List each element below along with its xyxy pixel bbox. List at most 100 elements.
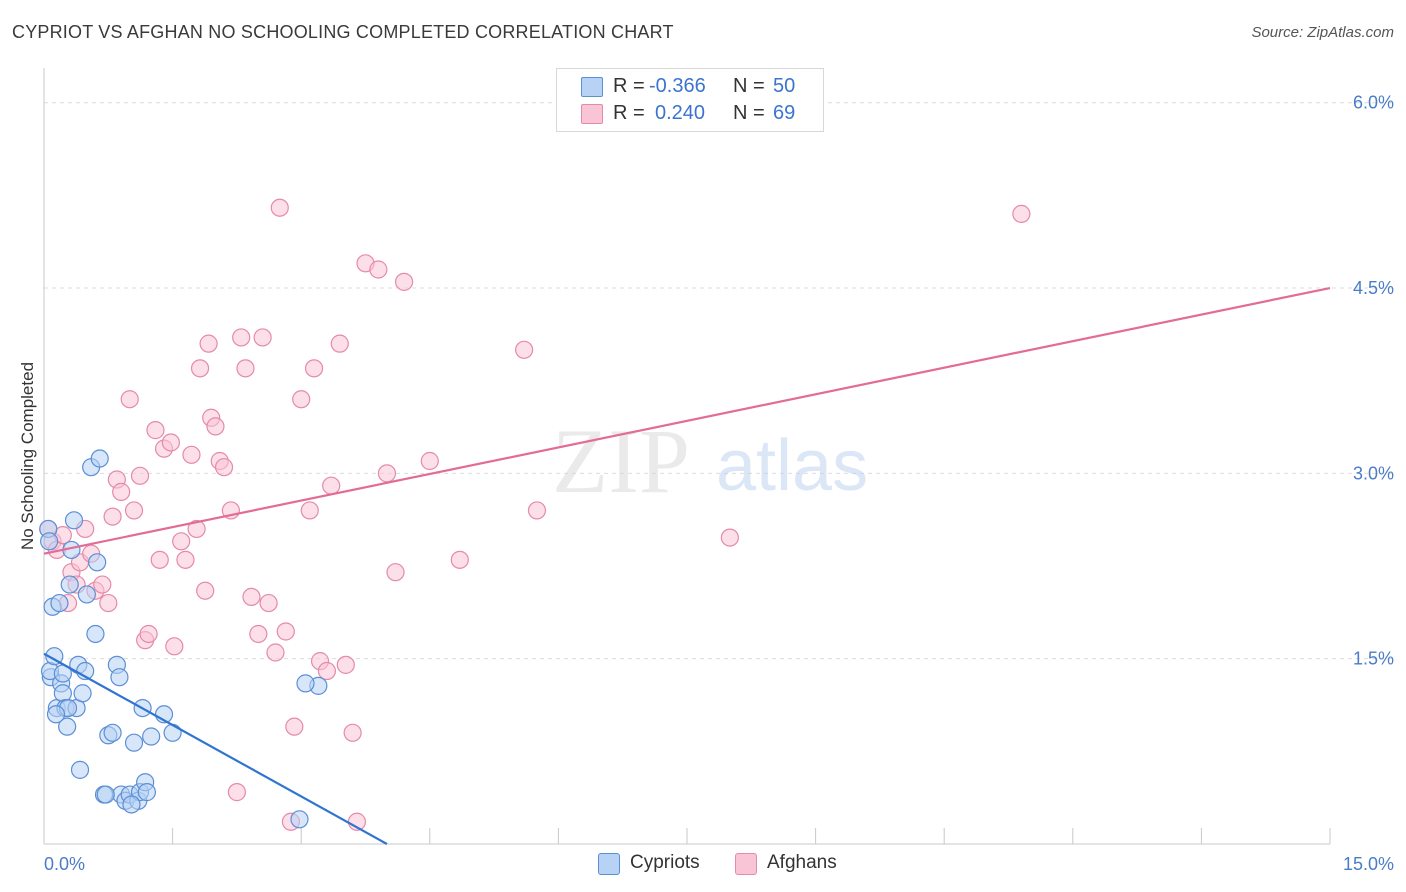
- cypriots-swatch: [581, 77, 603, 97]
- afghan-point: [285, 717, 304, 736]
- afghan-point: [266, 643, 285, 662]
- afghan-point: [386, 563, 405, 582]
- n-value-cypriots: 50: [773, 75, 796, 97]
- afghan-point: [206, 417, 225, 436]
- cypriot-point: [46, 705, 66, 724]
- afghans-legend-label: Afghans: [767, 852, 837, 873]
- afghan-point: [146, 421, 165, 440]
- cypriot-point: [90, 449, 109, 468]
- afghan-point: [253, 328, 272, 347]
- x-tick-label-min: 0.0%: [44, 854, 85, 874]
- y-axis-label: No Schooling Completed: [18, 362, 37, 550]
- afghan-point: [130, 466, 150, 485]
- cypriot-point: [88, 553, 107, 572]
- stats-legend: R = -0.366 N = 50 R = 0.240 N = 69: [556, 68, 824, 132]
- trend-lines: [43, 286, 1331, 845]
- afghan-point: [161, 433, 180, 452]
- watermark-zip: ZIP: [552, 410, 690, 512]
- cypriots-legend-label: Cypriots: [630, 852, 700, 873]
- cypriot-point: [64, 511, 84, 530]
- afghan-point: [199, 334, 218, 353]
- afghan-point: [182, 445, 201, 464]
- grid-layer: [44, 102, 1392, 844]
- cypriot-point: [40, 532, 59, 551]
- cypriot-point: [70, 760, 90, 779]
- afghans-points: [39, 198, 1031, 831]
- source-label: Source: ZipAtlas.com: [1251, 24, 1394, 41]
- afghan-point: [515, 340, 534, 359]
- afghan-point: [103, 507, 122, 526]
- r-label: R =: [613, 75, 645, 97]
- afghan-point: [317, 661, 337, 681]
- afghan-point: [150, 550, 169, 569]
- afghans-legend-swatch: [735, 853, 757, 875]
- afghan-point: [527, 501, 547, 520]
- cypriot-point: [73, 684, 92, 703]
- afghan-point: [124, 501, 144, 520]
- cypriot-point: [124, 733, 144, 752]
- afghan-point: [276, 622, 295, 641]
- afghan-point: [330, 334, 349, 353]
- afghan-point: [1012, 204, 1031, 224]
- afghan-point: [187, 519, 206, 539]
- cypriot-point: [58, 717, 77, 736]
- afghan-point: [172, 532, 191, 551]
- y-tick-label: 6.0%: [1353, 93, 1394, 113]
- afghan-point: [322, 476, 341, 495]
- cypriots-trend-line: [43, 652, 388, 845]
- axes-layer: [43, 68, 1330, 845]
- afghan-point: [176, 550, 195, 569]
- afghan-point: [377, 464, 397, 483]
- chart-title: CYPRIOT VS AFGHAN NO SCHOOLING COMPLETED…: [12, 22, 674, 42]
- afghan-point: [190, 359, 210, 378]
- watermark: ZIP atlas: [552, 410, 868, 512]
- n-label: N =: [733, 102, 765, 124]
- afghan-point: [450, 550, 469, 569]
- watermark-atlas: atlas: [716, 426, 868, 506]
- y-tick-label: 1.5%: [1353, 649, 1394, 669]
- afghan-point: [720, 528, 739, 547]
- afghan-point: [304, 359, 324, 378]
- cypriot-point: [122, 795, 141, 814]
- cypriot-point: [296, 674, 315, 693]
- afghan-point: [139, 624, 158, 644]
- cypriot-point: [142, 727, 161, 746]
- n-label: N =: [733, 75, 765, 97]
- afghan-point: [165, 637, 184, 656]
- cypriot-point: [86, 624, 105, 644]
- cypriot-point: [103, 723, 122, 742]
- cypriot-point: [137, 783, 156, 802]
- r-value-afghans: 0.240: [655, 102, 706, 124]
- cypriot-point: [50, 593, 69, 613]
- y-tick-labels: 1.5% 3.0% 4.5% 6.0%: [1353, 93, 1394, 669]
- cypriots-points: [39, 449, 328, 829]
- n-value-afghans: 69: [773, 102, 796, 124]
- afghan-point: [259, 593, 278, 613]
- afghan-point: [300, 501, 319, 520]
- afghan-point: [336, 655, 355, 674]
- afghan-point: [232, 328, 251, 347]
- cypriots-legend-swatch: [598, 853, 620, 875]
- x-tick-label-max: 15.0%: [1343, 854, 1394, 874]
- afghans-trend-line: [43, 286, 1331, 555]
- afghan-point: [420, 451, 439, 471]
- r-value-cypriots: -0.366: [649, 75, 706, 97]
- afghan-point: [112, 482, 131, 501]
- afghan-point: [196, 581, 215, 600]
- y-tick-label: 3.0%: [1353, 463, 1394, 483]
- afghans-swatch: [581, 104, 603, 124]
- afghan-point: [292, 390, 311, 409]
- cypriot-point: [45, 647, 64, 666]
- afghan-point: [343, 723, 362, 742]
- afghan-point: [242, 587, 261, 607]
- r-label: R =: [613, 102, 645, 124]
- afghan-point: [249, 624, 268, 644]
- afghan-point: [394, 272, 414, 291]
- cypriot-point: [96, 785, 115, 804]
- y-tick-label: 4.5%: [1353, 278, 1394, 298]
- afghan-point: [93, 575, 112, 594]
- afghan-point: [214, 458, 234, 477]
- afghan-point: [99, 593, 118, 613]
- afghan-point: [227, 783, 246, 802]
